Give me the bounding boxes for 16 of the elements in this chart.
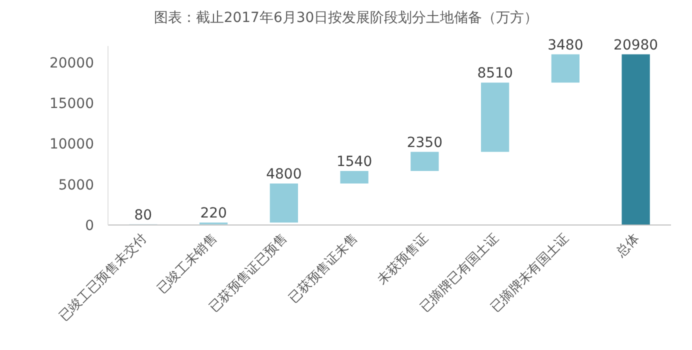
data-label: 8510 xyxy=(477,66,513,82)
chart-title: 图表：截止2017年6月30日按发展阶段划分土地储备（万方） xyxy=(154,10,538,26)
data-label: 220 xyxy=(200,206,227,222)
data-label: 20980 xyxy=(614,37,658,54)
data-label: 4800 xyxy=(266,166,302,183)
data-label: 1540 xyxy=(336,154,372,170)
x-tick-label: 未获预售证 xyxy=(374,231,432,288)
x-tick-label: 已获预售证未售 xyxy=(286,231,362,306)
data-label: 80 xyxy=(134,207,152,224)
y-tick-label: 20000 xyxy=(49,55,94,72)
y-tick-label: 5000 xyxy=(58,177,94,194)
data-label: 2350 xyxy=(406,134,443,151)
y-tick-label: 10000 xyxy=(49,136,94,153)
y-tick-label: 15000 xyxy=(49,96,94,112)
data-label: 3480 xyxy=(548,37,584,54)
x-tick-label: 总体 xyxy=(612,231,643,261)
